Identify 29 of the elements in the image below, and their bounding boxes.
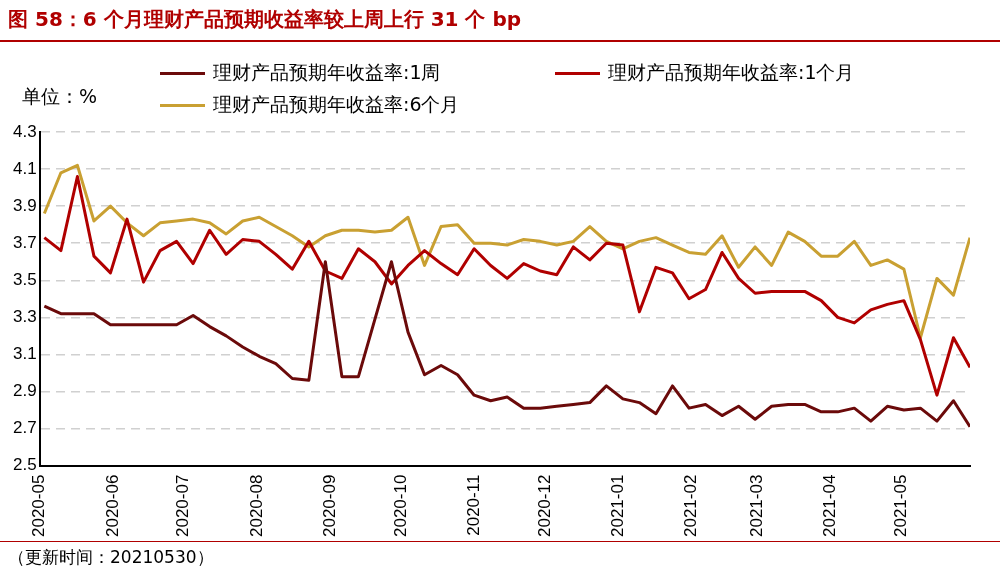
- y-tick-label: 3.9: [12, 195, 37, 215]
- x-tick-label: 2020-10: [390, 474, 410, 537]
- x-tick-label: 2020-11: [463, 474, 483, 536]
- x-tick-label: 2020-06: [102, 474, 122, 537]
- y-tick-label: 4.1: [12, 158, 37, 178]
- legend-label: 理财产品预期年收益率:1个月: [608, 60, 855, 85]
- x-tick-label: 2021-01: [607, 474, 627, 537]
- y-tick-label: 3.3: [12, 307, 37, 327]
- x-tick-label: 2021-02: [681, 474, 701, 537]
- text: （更新时间：20210530）: [8, 546, 214, 569]
- y-tick-label: 2.7: [12, 418, 37, 438]
- x-tick-label: 2021-03: [747, 474, 767, 537]
- x-tick-label: 2020-12: [534, 474, 554, 537]
- x-tick-label: 2021-05: [891, 474, 911, 537]
- x-tick-label: 2020-05: [29, 474, 49, 537]
- y-tick-label: 2.5: [12, 455, 37, 475]
- x-tick-label: 2020-08: [246, 474, 266, 537]
- y-axis-title: 单位：%: [22, 84, 98, 109]
- chart-title: 图 58：6 个月理财产品预期收益率较上周上行 31 个 bp: [8, 6, 522, 33]
- y-tick-label: 2.9: [12, 381, 37, 401]
- y-tick-label: 3.5: [12, 269, 37, 289]
- x-tick-label: 2020-07: [173, 474, 193, 537]
- x-tick-label: 2020-09: [319, 474, 339, 537]
- y-tick-label: 3.7: [12, 232, 37, 252]
- x-tick-label: 2021-04: [820, 474, 840, 537]
- legend-label: 理财产品预期年收益率:6个月: [213, 92, 460, 117]
- y-tick-label: 4.3: [12, 121, 37, 141]
- y-tick-label: 3.1: [12, 344, 37, 364]
- legend-label: 理财产品预期年收益率:1周: [213, 60, 441, 85]
